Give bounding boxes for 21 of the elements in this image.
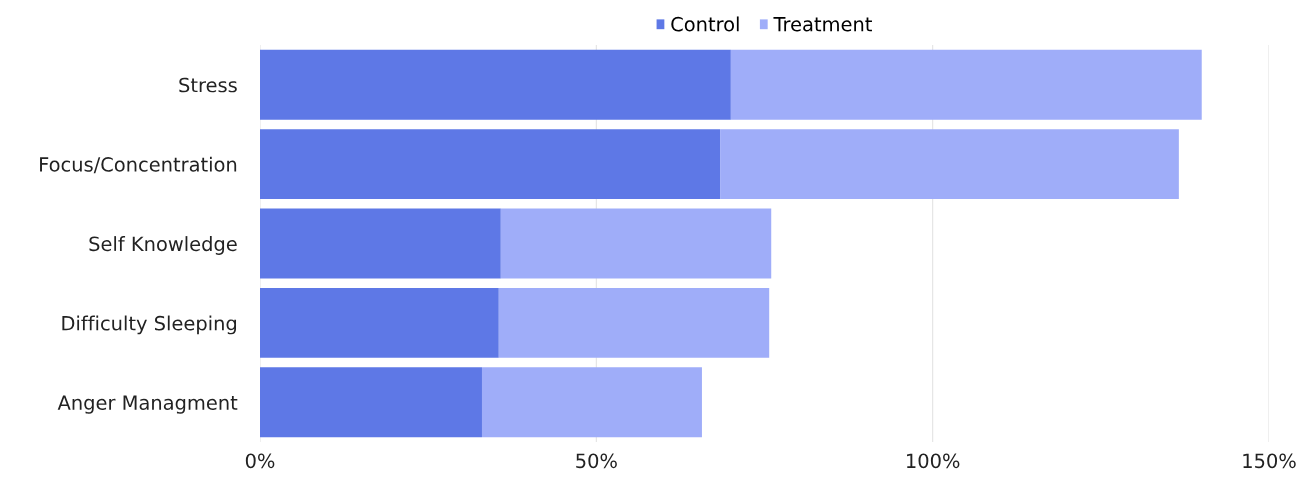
y-tick-label: Stress (179, 77, 237, 93)
bar (260, 129, 721, 200)
x-tick-label: 0% (245, 453, 275, 469)
bar (481, 367, 702, 438)
bar (260, 49, 731, 120)
bar (260, 287, 499, 358)
bar (720, 129, 1179, 200)
y-tick-label: Focus/Concentration (40, 156, 237, 174)
legend-label: Treatment (773, 17, 872, 32)
y-tick-label: Self Knowledge (89, 236, 237, 255)
x-tick-label: 150% (1243, 453, 1296, 469)
bar (498, 287, 770, 358)
bar (260, 367, 482, 438)
y-tick-label: Difficulty Sleeping (62, 315, 237, 335)
bar (500, 208, 772, 279)
x-tick-label: 50% (576, 453, 617, 469)
legend-label: Control (671, 16, 739, 32)
y-tick-label: Anger Managment (57, 395, 238, 414)
bar (260, 208, 501, 279)
bar (730, 49, 1202, 120)
x-tick-label: 100% (907, 453, 960, 469)
